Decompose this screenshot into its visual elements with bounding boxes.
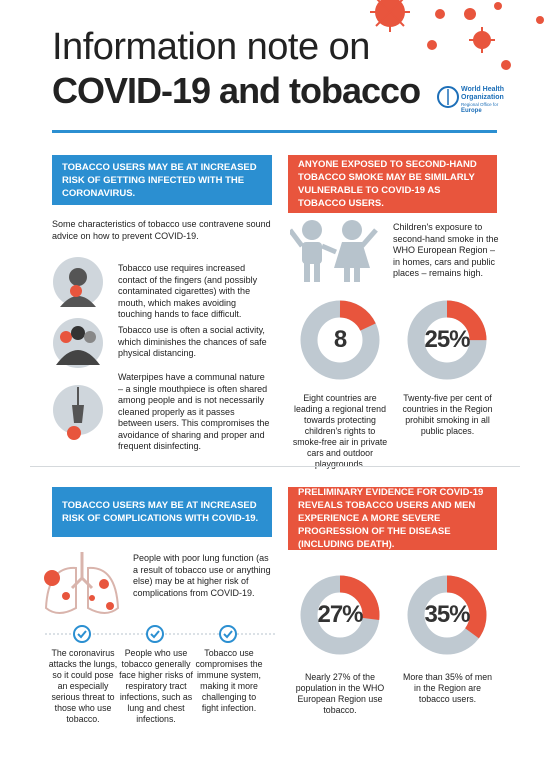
donut-chart [300, 575, 380, 655]
intro: Some characteristics of tobacco use cont… [52, 219, 271, 241]
stat-caption: Twenty-five per cent of countries in the… [402, 393, 493, 436]
stat-number: 35% [424, 601, 470, 628]
header-rule [52, 130, 497, 133]
title-line2: COVID-19 and tobacco [52, 70, 421, 111]
donut-chart [407, 300, 487, 380]
donut: 35% [407, 575, 487, 655]
checks [45, 625, 275, 643]
donut-chart [300, 300, 380, 380]
lungs-icon [44, 552, 120, 614]
intro: People with poor lung function (as a res… [133, 553, 271, 598]
banner: PRELIMINARY EVIDENCE FOR COVID-19 REVEAL… [288, 487, 497, 550]
donut: 25% [407, 300, 487, 380]
org-line2: Organization [461, 94, 504, 101]
stat-caption: More than 35% of men in the Region are t… [403, 672, 492, 704]
stat-number: 25% [424, 326, 470, 353]
banner: TOBACCO USERS MAY BE AT INCREASED RISK O… [52, 487, 272, 537]
donut: 27% [300, 575, 380, 655]
intro: Children's exposure to second-hand smoke… [393, 222, 499, 278]
region: Europe [461, 108, 482, 114]
office: Regional Office for [461, 102, 499, 107]
stat-number: 27% [317, 601, 363, 628]
banner: ANYONE EXPOSED TO SECOND-HAND TOBACCO SM… [288, 155, 497, 213]
item: Tobacco use is often a social activity, … [118, 325, 267, 358]
donut-arc-decor [339, 300, 376, 332]
stat-caption: Nearly 27% of the population in the WHO … [295, 672, 385, 715]
donut: 8 [300, 300, 380, 380]
item: Waterpipes have a communal nature – a si… [118, 372, 270, 451]
title-line1: Information note on [52, 26, 370, 68]
children-icon [290, 220, 378, 282]
org-line1: World Health [461, 86, 505, 93]
donut-chart [407, 575, 487, 655]
item: Tobacco use requires increased contact o… [118, 263, 258, 319]
donut-arc [407, 300, 487, 380]
icons [53, 257, 103, 440]
donut-arc [407, 575, 487, 655]
banner: TOBACCO USERS MAY BE AT INCREASED RISK O… [52, 155, 272, 205]
donut-arc [300, 575, 380, 655]
check-item: People who use tobacco generally face hi… [119, 648, 193, 724]
check-item: The coronavirus attacks the lungs, so it… [48, 648, 118, 724]
check-item: Tobacco use compromises the immune syste… [195, 648, 263, 713]
virus-decoration [370, 0, 544, 70]
stat-caption: Eight countries are leading a regional t… [292, 393, 388, 469]
divider [30, 466, 520, 467]
stat-number: 8 [333, 326, 347, 353]
who-name: World Health Organization Regional Offic… [461, 86, 504, 115]
who-logo [437, 86, 459, 108]
